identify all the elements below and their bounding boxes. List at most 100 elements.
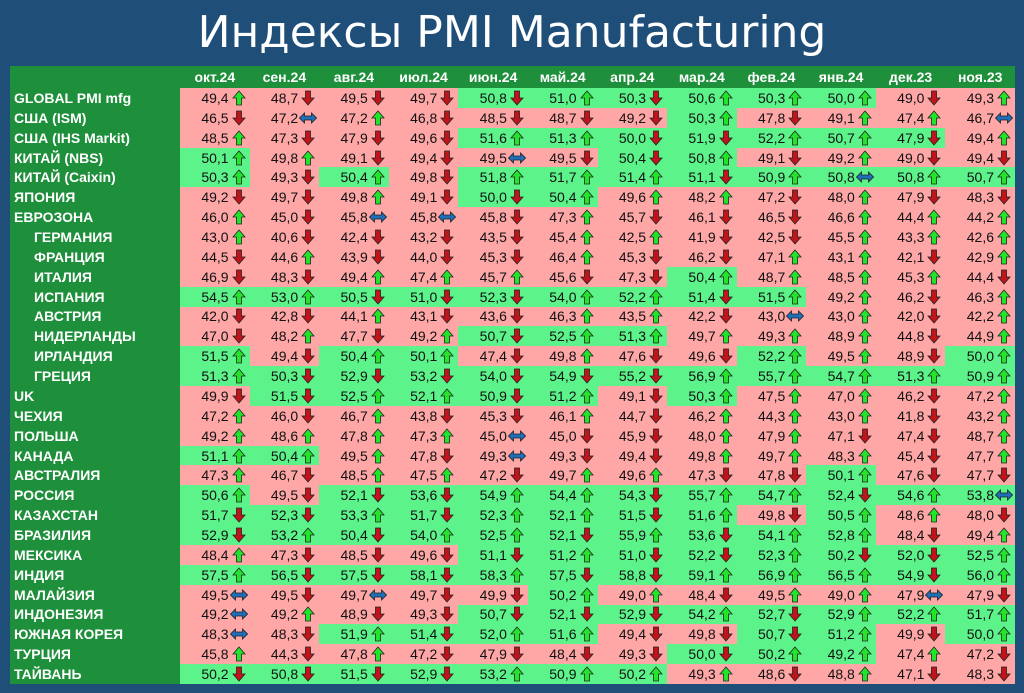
left-right-arrow-icon (368, 211, 387, 224)
table-cell: 46,2 (667, 246, 737, 267)
cell-value: 43,5 (618, 308, 647, 325)
table-cell: 42,0 (875, 306, 946, 327)
table-cell: 42,5 (597, 227, 668, 247)
table-cell: 59,1 (667, 564, 737, 585)
cell-value: 50,5 (340, 288, 368, 305)
cell-value: 49,2 (201, 189, 229, 206)
left-right-arrow-icon (995, 489, 1013, 502)
cell-value: 53,2 (410, 368, 438, 385)
down-arrow-icon (510, 467, 524, 484)
cell-value: 49,1 (340, 149, 368, 166)
table-cell: 49,0 (806, 584, 876, 605)
down-arrow-icon (718, 626, 733, 642)
cell-value: 41,8 (897, 407, 925, 424)
table-cell: 51,9 (319, 624, 389, 645)
down-arrow-icon (370, 90, 385, 106)
table-cell: 49,0 (875, 88, 946, 108)
up-arrow-icon (857, 666, 872, 682)
cell-value: 47,5 (410, 467, 438, 484)
table-cell: 48,9 (806, 326, 876, 347)
table-cell: 49,7 (388, 584, 459, 605)
cell-value: 49,9 (201, 387, 229, 404)
up-arrow-icon (857, 110, 872, 126)
table-cell: 49,5 (527, 147, 598, 168)
table-cell: 47,3 (667, 465, 737, 486)
cell-value: 49,0 (897, 149, 925, 166)
cell-value: 52,2 (618, 288, 647, 305)
table-cell: 49,5 (806, 346, 876, 367)
cell-value: 43,0 (827, 308, 855, 325)
down-arrow-icon (927, 547, 942, 563)
up-arrow-icon (857, 249, 872, 265)
up-arrow-icon (440, 388, 455, 404)
cell-value: 47,4 (897, 646, 925, 663)
column-header: мар.24 (667, 66, 737, 88)
cell-value: 54,7 (758, 487, 786, 504)
up-arrow-icon (510, 169, 524, 185)
cell-value: 50,2 (549, 586, 577, 603)
table-cell: 52,3 (458, 286, 528, 307)
cell-value: 49,0 (897, 89, 925, 106)
up-arrow-icon (997, 130, 1011, 146)
table-cell: 47,4 (458, 346, 528, 367)
table-cell: 49,8 (527, 346, 598, 367)
cell-value: 50,7 (966, 169, 994, 186)
cell-value: 50,9 (479, 387, 507, 404)
cell-value: 49,8 (758, 507, 786, 524)
cell-value: 49,4 (966, 526, 994, 543)
up-arrow-icon (788, 348, 803, 364)
table-cell: 52,3 (249, 505, 320, 526)
cell-value: 48,2 (688, 189, 716, 206)
down-arrow-icon (440, 607, 455, 623)
table-cell: 44,1 (319, 306, 389, 327)
down-arrow-icon (649, 448, 663, 464)
down-arrow-icon (510, 408, 524, 424)
up-arrow-icon (718, 408, 733, 424)
table-cell: 48,8 (806, 664, 876, 684)
cell-value: 52,3 (479, 288, 507, 305)
table-cell: 49,6 (667, 346, 737, 367)
down-arrow-icon (440, 249, 455, 265)
up-arrow-icon (788, 328, 803, 344)
cell-value: 45,7 (618, 209, 647, 226)
table-cell: 49,4 (388, 147, 459, 168)
cell-value: 47,3 (549, 209, 577, 226)
table-cell: 49,1 (597, 386, 668, 406)
down-arrow-icon (301, 587, 316, 603)
table-cell: 58,8 (597, 564, 668, 585)
up-arrow-icon (718, 428, 733, 444)
cell-value: 51,3 (201, 368, 229, 385)
cell-value: 48,5 (340, 546, 368, 563)
table-cell: 50,7 (458, 604, 528, 625)
table-cell: 50,3 (667, 386, 737, 406)
table-cell: 49,9 (875, 624, 946, 645)
table-cell: 50,1 (180, 147, 250, 168)
table-cell: 50,5 (806, 505, 876, 526)
up-arrow-icon (579, 249, 594, 265)
cell-value: 51,5 (618, 507, 647, 524)
cell-value: 49,1 (758, 149, 786, 166)
table-cell: 50,6 (667, 88, 737, 108)
up-arrow-icon (927, 169, 942, 185)
down-arrow-icon (649, 368, 663, 384)
up-arrow-icon (370, 308, 385, 324)
down-arrow-icon (370, 567, 385, 583)
up-arrow-icon (997, 527, 1011, 543)
table-cell: 45,8 (388, 207, 459, 228)
up-arrow-icon (857, 130, 872, 146)
cell-value: 50,6 (688, 89, 716, 106)
down-arrow-icon (301, 209, 316, 225)
table-cell: 50,8 (667, 147, 737, 168)
up-arrow-icon (788, 388, 803, 404)
cell-value: 50,7 (479, 606, 507, 623)
cell-value: 42,4 (340, 228, 368, 245)
up-arrow-icon (718, 189, 733, 205)
cell-value: 44,4 (966, 268, 994, 285)
cell-value: 43,3 (897, 228, 925, 245)
cell-value: 50,4 (688, 268, 716, 285)
down-arrow-icon (927, 448, 942, 464)
up-arrow-icon (997, 388, 1011, 404)
table-cell: 50,8 (806, 167, 876, 188)
cell-value: 47,2 (479, 467, 507, 484)
table-cell: 47,9 (875, 127, 946, 148)
